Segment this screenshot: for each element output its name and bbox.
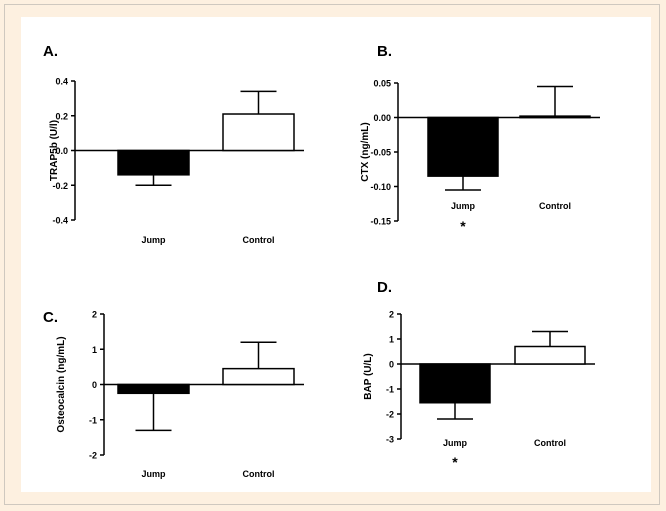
charts-svg: A. 0.4 0.2 0.0 -0.2 -0.4 TRAP5b (U/l) Jump Contr… (43, 43, 600, 479)
y-axis-title: TRAP5b (U/l) (49, 120, 60, 181)
y-tick-label: 0 (92, 380, 97, 390)
y-tick-label: 2 (389, 310, 394, 320)
bar-control (514, 345, 586, 365)
y-tick-label: -1 (386, 385, 394, 395)
y-tick-label: 0.00 (373, 113, 391, 123)
y-tick-label: -3 (386, 435, 394, 445)
bar-control (222, 113, 295, 152)
category-label: Jump (141, 235, 166, 245)
y-tick-label: 2 (92, 310, 97, 320)
y-tick-label: 0.05 (373, 79, 391, 89)
y-tick-label: 0.4 (55, 77, 68, 87)
significance-marker: * (460, 218, 466, 234)
category-label: Jump (443, 438, 468, 448)
category-label: Jump (141, 469, 166, 479)
bar-control (222, 367, 295, 386)
category-label: Control (539, 201, 571, 211)
y-tick-label: 1 (389, 335, 394, 345)
y-tick-label: -0.15 (370, 217, 391, 227)
y-tick-label: -2 (89, 451, 97, 461)
chart-panel-3: D. 2 1 0 -1 -2 -3 BAP (U/L) Jump * Control (363, 279, 595, 470)
y-tick-label: 0.2 (55, 111, 68, 121)
figure-panel-area: A. 0.4 0.2 0.0 -0.2 -0.4 TRAP5b (U/l) Jump Contr… (21, 17, 651, 492)
category-label: Control (243, 235, 275, 245)
panel-label: D. (377, 279, 392, 296)
y-tick-label: 0.0 (55, 146, 68, 156)
figure-frame: A. 0.4 0.2 0.0 -0.2 -0.4 TRAP5b (U/l) Jump Contr… (4, 4, 660, 505)
chart-panel-0: A. 0.4 0.2 0.0 -0.2 -0.4 TRAP5b (U/l) Jump Contr… (43, 43, 304, 245)
y-tick-label: 0 (389, 360, 394, 370)
y-tick-label: -2 (386, 410, 394, 420)
y-tick-label: -0.4 (52, 216, 68, 226)
y-tick-label: -0.10 (370, 182, 391, 192)
bar-control (519, 115, 591, 119)
y-tick-label: -0.2 (52, 181, 68, 191)
bar-jump (117, 149, 190, 176)
category-label: Control (243, 469, 275, 479)
panel-label: A. (43, 43, 58, 60)
y-axis-title: BAP (U/L) (363, 353, 374, 399)
bar-jump (427, 116, 499, 177)
bar-jump (117, 383, 190, 395)
y-axis-title: Osteocalcin (ng/mL) (56, 336, 67, 432)
y-tick-label: 1 (92, 345, 97, 355)
y-axis-title: CTX (ng/mL) (360, 122, 371, 181)
y-tick-label: -1 (89, 415, 97, 425)
category-label: Jump (451, 201, 476, 211)
y-tick-label: -0.05 (370, 148, 391, 158)
chart-panel-1: B. 0.05 0.00 -0.05 -0.10 -0.15 CTX (ng/mL) Jump… (360, 43, 600, 234)
panel-label: B. (377, 43, 392, 60)
category-label: Control (534, 438, 566, 448)
panel-label: C. (43, 309, 58, 326)
chart-panel-2: C. 2 1 0 -1 -2 Osteocalcin (ng/mL) Jump Control (43, 309, 304, 479)
significance-marker: * (452, 454, 458, 470)
bar-jump (419, 363, 491, 404)
